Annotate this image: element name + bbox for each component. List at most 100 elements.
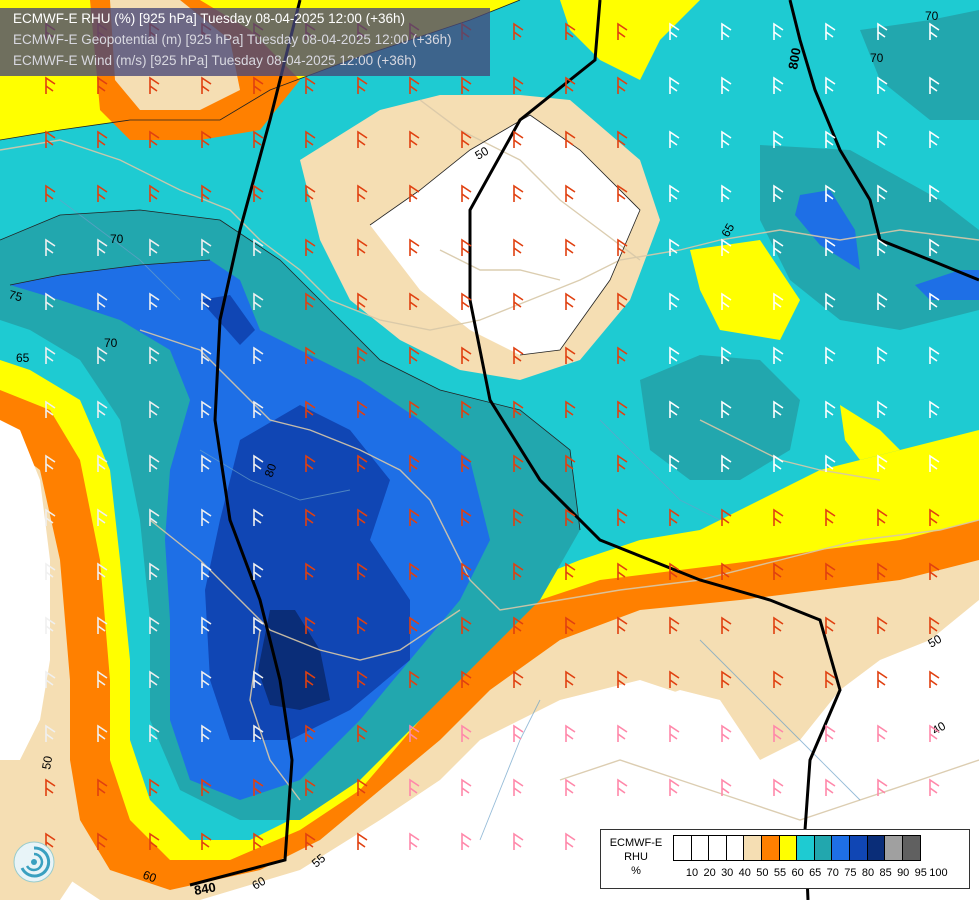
- wind-barb-icon: [45, 400, 56, 418]
- wind-barb-icon: [513, 400, 524, 418]
- wind-barb-icon: [877, 292, 888, 310]
- wind-barb-icon: [721, 724, 732, 742]
- wind-barb-icon: [513, 724, 524, 742]
- wind-barb-icon: [357, 454, 368, 472]
- legend-tick-label: 85: [879, 867, 892, 879]
- wind-barb-icon: [305, 562, 316, 580]
- wind-barb-icon: [877, 184, 888, 202]
- wind-barb-icon: [461, 616, 472, 634]
- wind-barb-icon: [97, 778, 108, 796]
- wind-barb-icon: [357, 238, 368, 256]
- contour-label-rhu-80: 80: [262, 461, 280, 479]
- wind-barb-icon: [201, 454, 212, 472]
- wind-barb-icon: [721, 238, 732, 256]
- wind-barb-icon: [617, 76, 628, 94]
- wind-barb-icon: [513, 184, 524, 202]
- wind-barb-icon: [513, 130, 524, 148]
- wind-barb-icon: [513, 76, 524, 94]
- legend-tick-label: 20: [703, 867, 716, 879]
- wind-barb-icon: [877, 724, 888, 742]
- wind-barb-icon: [201, 346, 212, 364]
- wind-barb-icon: [357, 778, 368, 796]
- wind-barb-icon: [305, 184, 316, 202]
- wind-barb-icon: [565, 292, 576, 310]
- wind-barb-icon: [253, 832, 264, 850]
- wind-barb-icon: [825, 616, 836, 634]
- wind-barb-icon: [825, 22, 836, 40]
- wind-barb-icon: [45, 238, 56, 256]
- wind-barb-icon: [149, 562, 160, 580]
- wind-barb-icon: [253, 292, 264, 310]
- wind-barb-icon: [513, 832, 524, 850]
- wind-barb-icon: [877, 400, 888, 418]
- wind-barb-icon: [461, 238, 472, 256]
- contour-label-rhu-75: 75: [7, 287, 24, 304]
- legend-swatch: [797, 836, 815, 860]
- wind-barb-icon: [45, 184, 56, 202]
- rhu-region-60-ne: [560, 0, 700, 80]
- wind-barb-icon: [149, 670, 160, 688]
- wind-barb-icon: [929, 508, 940, 526]
- legend-swatch: [814, 836, 833, 860]
- wind-barb-icon: [877, 670, 888, 688]
- legend-tick-label: 60: [791, 867, 804, 879]
- wind-barb-icon: [825, 724, 836, 742]
- wind-barb-icon: [149, 130, 160, 148]
- wind-barb-icon: [253, 238, 264, 256]
- wind-barb-icon: [721, 292, 732, 310]
- wind-barb-icon: [45, 508, 56, 526]
- legend-tick-label: 30: [721, 867, 734, 879]
- contour-label-rhu-65b: 65: [718, 221, 737, 240]
- wind-barb-icon: [461, 400, 472, 418]
- wind-barb-icon: [357, 724, 368, 742]
- wind-barb-icon: [513, 616, 524, 634]
- wind-barb-icon: [45, 454, 56, 472]
- wind-barb-icon: [721, 130, 732, 148]
- contour-label-rhu-70c: 70: [104, 336, 118, 350]
- wind-barb-icon: [149, 184, 160, 202]
- wind-barb-icon: [877, 562, 888, 580]
- wind-barb-icon: [253, 400, 264, 418]
- contour-label-rhu-50a: 50: [473, 144, 492, 163]
- rhu-region-70-east-2: [640, 355, 800, 480]
- wind-barb-icon: [773, 508, 784, 526]
- wind-barb-icon: [97, 76, 108, 94]
- wind-barb-icon: [773, 22, 784, 40]
- wind-barb-icon: [149, 454, 160, 472]
- wind-barb-icon: [565, 778, 576, 796]
- wind-barb-icon: [357, 616, 368, 634]
- wind-barb-icon: [149, 724, 160, 742]
- wind-barb-icon: [253, 130, 264, 148]
- wind-barb-icon: [773, 184, 784, 202]
- wind-barb-icon: [149, 616, 160, 634]
- wind-barb-icon: [773, 130, 784, 148]
- legend-variable: RHU: [624, 851, 648, 863]
- wind-barb-icon: [97, 562, 108, 580]
- wind-barb-icon: [513, 238, 524, 256]
- wind-barb-icon: [97, 832, 108, 850]
- rhu-region-75-east-2: [915, 270, 979, 300]
- wind-barb-icon: [617, 454, 628, 472]
- wind-barb-icon: [409, 562, 420, 580]
- rivers: [59, 199, 861, 841]
- legend-swatch: [902, 836, 921, 860]
- wind-barb-icon: [201, 292, 212, 310]
- wind-barb-icon: [929, 238, 940, 256]
- wind-barb-icon: [149, 238, 160, 256]
- wind-barb-icon: [565, 76, 576, 94]
- wind-barb-icon: [409, 130, 420, 148]
- wind-barb-icon: [513, 670, 524, 688]
- wind-barb-icon: [877, 76, 888, 94]
- wind-barb-icon: [929, 184, 940, 202]
- wind-barb-icon: [617, 292, 628, 310]
- wind-barb-icon: [357, 292, 368, 310]
- title-box: ECMWF-E RHU (%) [925 hPa] Tuesday 08-04-…: [0, 8, 490, 76]
- wind-barb-icon: [409, 400, 420, 418]
- wind-barb-icon: [565, 238, 576, 256]
- wind-barb-icon: [45, 778, 56, 796]
- wind-barb-icon: [201, 778, 212, 796]
- wind-barb-icon: [513, 292, 524, 310]
- wind-barb-icon: [461, 76, 472, 94]
- wind-barb-icon: [877, 508, 888, 526]
- wind-barb-icon: [721, 670, 732, 688]
